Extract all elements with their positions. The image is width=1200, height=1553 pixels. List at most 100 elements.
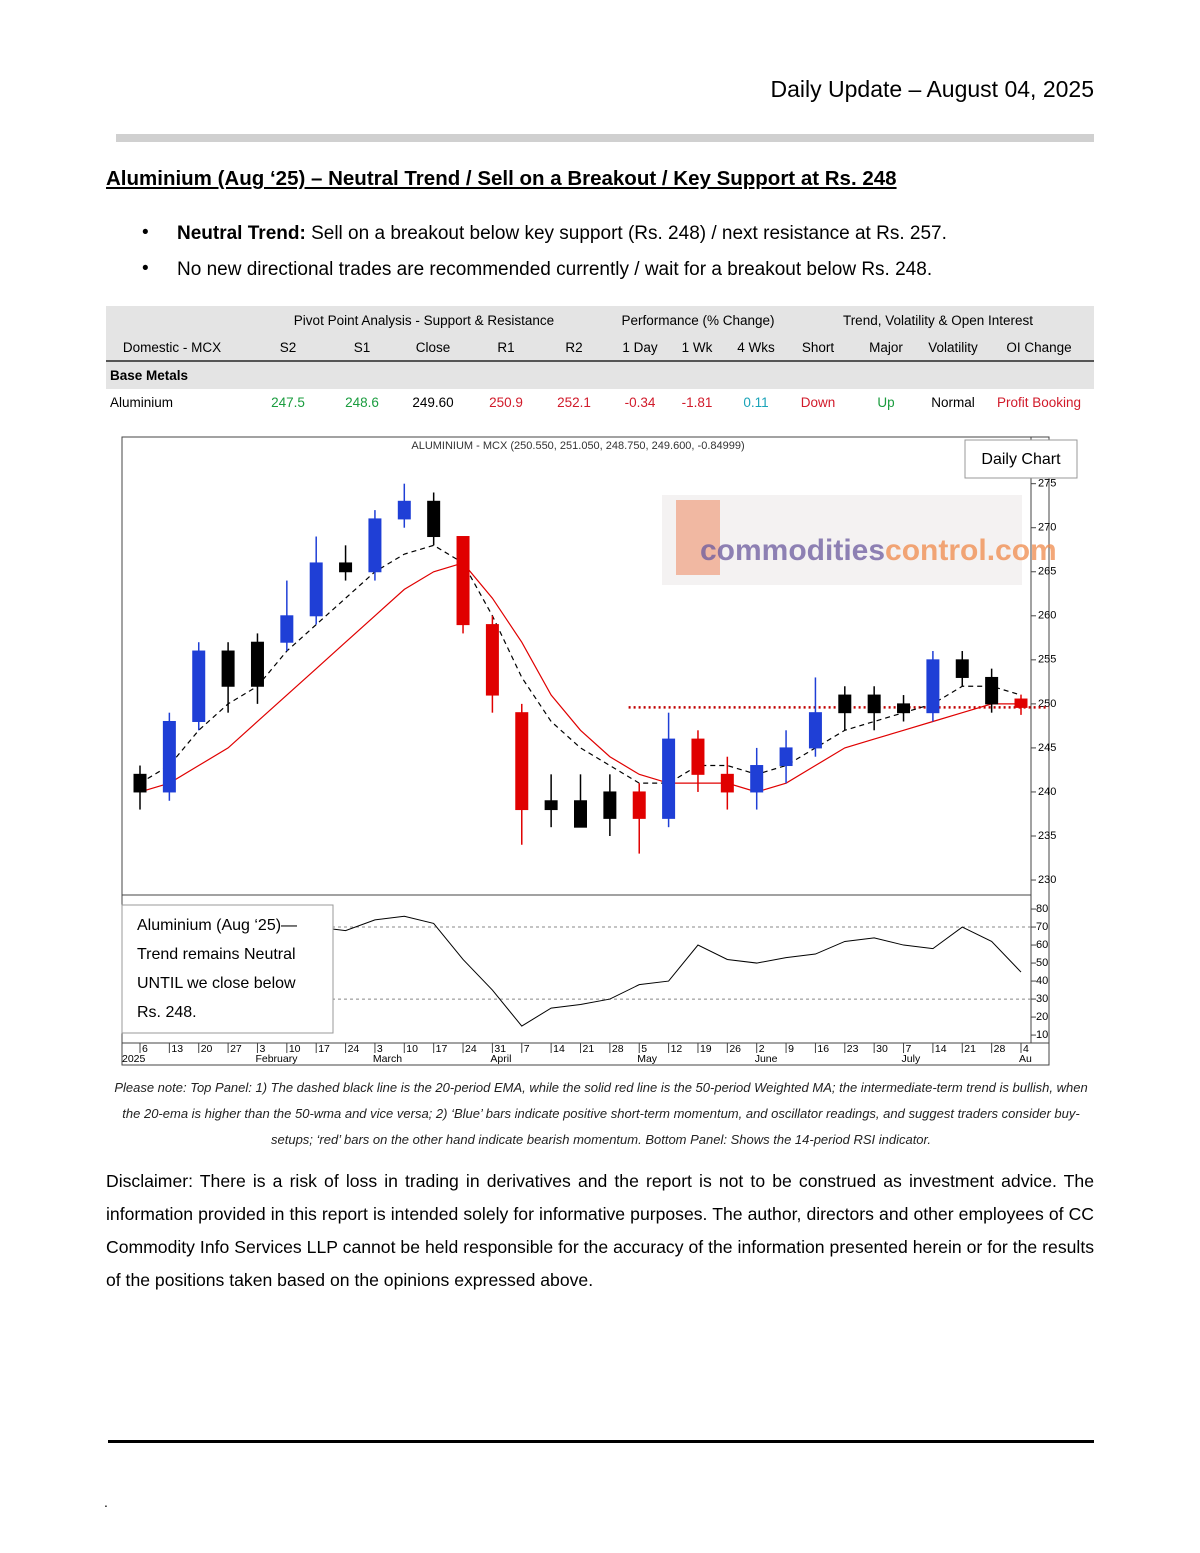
- table-cell: 247.5: [271, 395, 305, 410]
- candle-body: [544, 800, 558, 811]
- annotation-box: [121, 904, 334, 1034]
- candle-body: [720, 773, 734, 793]
- candle-body: [838, 694, 852, 714]
- x-tick-label: 14: [553, 1043, 565, 1055]
- month-label: May: [637, 1053, 658, 1065]
- x-tick-label: 5: [641, 1043, 647, 1055]
- y-tick-label: 245: [1038, 742, 1056, 754]
- x-tick-label: 24: [465, 1043, 477, 1055]
- candle-body: [456, 536, 470, 626]
- x-tick-label: 24: [348, 1043, 360, 1055]
- annotation-line: Rs. 248.: [137, 1004, 197, 1021]
- x-tick-label: 23: [847, 1043, 859, 1055]
- candle-body: [632, 791, 646, 819]
- x-tick-label: 10: [289, 1043, 301, 1055]
- x-tick-label: 16: [817, 1043, 829, 1055]
- candle-body: [1014, 698, 1028, 708]
- y-tick-label: 260: [1038, 610, 1056, 622]
- moving-average: [139, 562, 1021, 793]
- y2-tick-label: 80: [1036, 903, 1048, 915]
- bullet-dot: •: [142, 258, 149, 279]
- x-tick-label: 7: [524, 1043, 530, 1055]
- y2-tick-label: 10: [1036, 1029, 1048, 1041]
- candle-body: [339, 562, 353, 573]
- annotation-line: Trend remains Neutral: [137, 946, 296, 963]
- table-section: Base Metals: [110, 368, 189, 383]
- y-tick-label: 235: [1038, 830, 1056, 842]
- y2-tick-label: 20: [1036, 1011, 1048, 1023]
- table-cell: Down: [800, 395, 836, 410]
- x-tick-label: 3: [377, 1043, 383, 1055]
- x-tick-label: 20: [201, 1043, 213, 1055]
- candle-body: [662, 738, 676, 819]
- x-tick-label: 12: [671, 1043, 683, 1055]
- y-tick-label: 230: [1038, 874, 1056, 886]
- x-tick-label: 9: [788, 1043, 794, 1055]
- table-cell: Aluminium: [110, 395, 174, 410]
- candle-body: [221, 650, 235, 687]
- y2-tick-label: 60: [1036, 939, 1048, 951]
- chart-label: Daily Chart: [981, 451, 1061, 468]
- table-cell: Normal: [931, 395, 975, 410]
- candle-body: [280, 615, 294, 643]
- table-header: Close: [415, 340, 451, 355]
- x-tick-label: 21: [964, 1043, 976, 1055]
- bullet-dot: •: [142, 222, 149, 243]
- header-bar: [116, 134, 1094, 142]
- y2-tick-label: 70: [1036, 921, 1048, 933]
- x-tick-label: 27: [230, 1043, 242, 1055]
- x-tick-label: 10: [406, 1043, 418, 1055]
- x-tick-label: 28: [994, 1043, 1006, 1055]
- table-cell: Up: [877, 395, 895, 410]
- candle-body: [133, 773, 147, 793]
- table-header: 1 Wk: [681, 340, 713, 355]
- footer-mark: .: [104, 1494, 108, 1510]
- x-tick-label: 19: [700, 1043, 712, 1055]
- candle-body: [750, 765, 764, 793]
- table-header: Domestic - MCX: [122, 340, 222, 355]
- bullet: No new directional trades are recommende…: [177, 259, 933, 280]
- candle-body: [162, 720, 176, 793]
- table-header: S1: [353, 340, 371, 355]
- candle-body: [485, 624, 499, 696]
- section-title: Aluminium (Aug ‘25) – Neutral Trend / Se…: [106, 167, 897, 190]
- y2-tick-label: 30: [1036, 993, 1048, 1005]
- table-header-bg: [106, 306, 1094, 362]
- watermark-bg: [662, 495, 1022, 585]
- y2-tick-label: 40: [1036, 975, 1048, 987]
- candle-body: [397, 500, 411, 520]
- table-header: S2: [279, 340, 297, 355]
- x-tick-label: 17: [318, 1043, 330, 1055]
- month-label: June: [755, 1053, 778, 1065]
- candle-body: [427, 500, 441, 538]
- candle-body: [309, 562, 323, 617]
- candle-body: [250, 641, 264, 687]
- watermark-icon: [676, 500, 720, 575]
- y-tick-label: 270: [1038, 522, 1056, 534]
- watermark-part: control.com: [885, 534, 1057, 567]
- chart-title: ALUMINIUM - MCX (250.550, 251.050, 248.7…: [411, 440, 744, 452]
- candle-body: [574, 800, 587, 828]
- table-cell: 249.60: [412, 395, 454, 410]
- table-header: 4 Wks: [737, 340, 775, 355]
- candle-body: [691, 738, 705, 775]
- data-table: Base Metals Pivot Point Analysis - Suppo…: [106, 306, 1094, 418]
- table-header: R1: [497, 340, 515, 355]
- chart-label-box: [964, 439, 1078, 479]
- candle-body: [955, 659, 969, 678]
- month-label: Au: [1019, 1053, 1032, 1065]
- table-cell: 250.9: [489, 395, 523, 410]
- y-tick-label: 240: [1038, 786, 1056, 798]
- month-label: 2025: [122, 1053, 146, 1065]
- date-line: Daily Update – August 04, 2025: [770, 76, 1094, 102]
- candle-body: [897, 703, 911, 714]
- bullet-lead: Neutral Trend:: [177, 223, 306, 244]
- table-header: Volatility: [928, 340, 978, 355]
- table-cell: 248.6: [345, 395, 379, 410]
- candle-body: [192, 650, 206, 722]
- y-tick-label: 265: [1038, 566, 1056, 578]
- x-tick-label: 7: [906, 1043, 912, 1055]
- bullet: Neutral Trend: Sell on a breakout below …: [177, 223, 947, 245]
